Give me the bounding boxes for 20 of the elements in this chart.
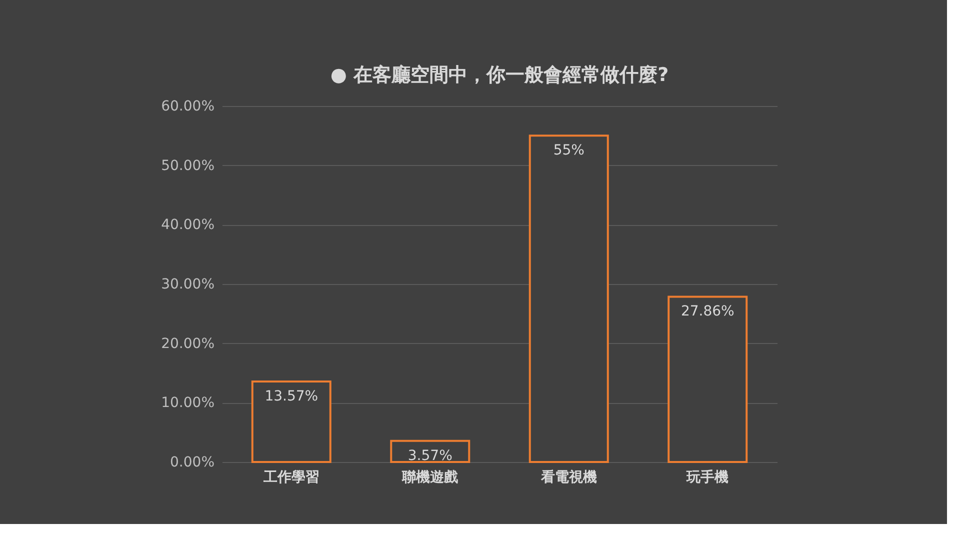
bar bbox=[528, 134, 609, 463]
x-tick-label: 工作學習 bbox=[262, 470, 320, 486]
y-tick-label: 50.00% bbox=[161, 158, 214, 174]
y-tick-label: 20.00% bbox=[161, 336, 214, 352]
x-tick-label: 聯機遊戲 bbox=[401, 470, 458, 486]
data-label: 3.57% bbox=[408, 448, 452, 464]
y-tick-label: 30.00% bbox=[161, 276, 214, 292]
y-tick-label: 60.00% bbox=[161, 98, 214, 114]
bar bbox=[251, 380, 332, 463]
data-label: 13.57% bbox=[264, 388, 318, 404]
bar bbox=[668, 296, 748, 463]
y-tick-label: 40.00% bbox=[161, 217, 214, 234]
bar bbox=[390, 440, 470, 463]
y-tick-label: 0.00% bbox=[170, 454, 214, 470]
x-tick-label: 玩手機 bbox=[686, 468, 729, 486]
x-tick-label: 看電視機 bbox=[540, 468, 597, 486]
data-label: 55% bbox=[553, 142, 584, 159]
y-tick-label: 10.00% bbox=[161, 395, 214, 412]
data-label: 27.86% bbox=[680, 304, 734, 320]
chart-title: ● 在客廳空間中，你一般會經常做什麼? bbox=[330, 64, 669, 86]
